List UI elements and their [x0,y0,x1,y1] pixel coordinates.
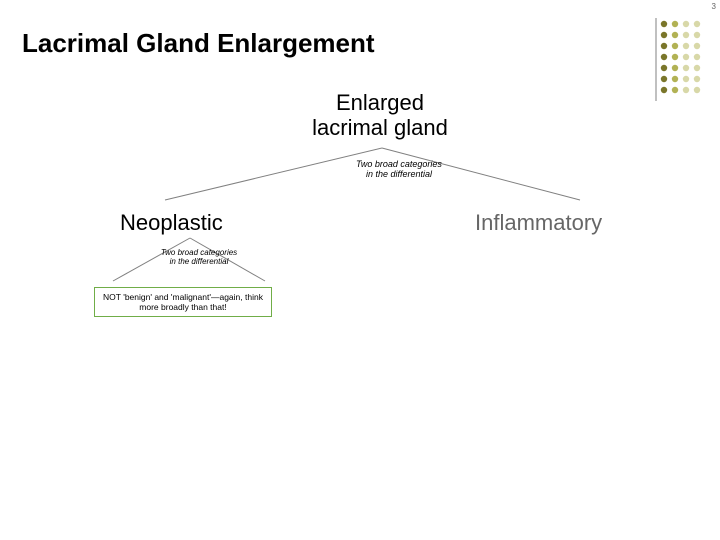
caption-bottom: Two broad categories in the differential [144,249,254,267]
root-node: Enlarged lacrimal gland [280,90,480,141]
page-number: 3 [712,2,716,11]
caption-top-line1: Two broad categories [356,159,442,169]
leaf-inflammatory: Inflammatory [475,210,602,236]
caption-bottom-line1: Two broad categories [161,248,237,257]
root-line2: lacrimal gland [312,115,448,140]
page-title: Lacrimal Gland Enlargement [22,28,375,59]
caption-top: Two broad categories in the differential [334,160,464,180]
caption-top-line2: in the differential [366,169,432,179]
note-box: NOT 'benign' and 'malignant'—again, thin… [94,287,272,317]
decorative-dot-grid-icon [654,18,706,104]
leaf-neoplastic: Neoplastic [120,210,223,236]
root-line1: Enlarged [336,90,424,115]
caption-bottom-line2: in the differential [170,257,229,266]
